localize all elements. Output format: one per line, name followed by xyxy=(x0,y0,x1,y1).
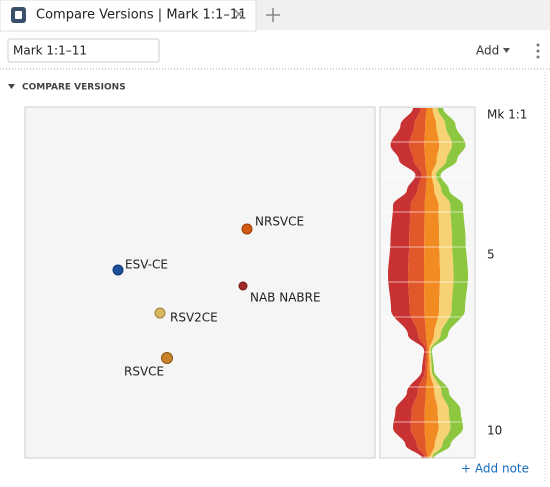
reference-marker: 5 xyxy=(487,248,495,262)
stream-band xyxy=(429,108,454,458)
reference-marker: Mk 1:1 xyxy=(487,108,527,122)
stream-band xyxy=(388,108,426,458)
add-note-link[interactable]: + Add note xyxy=(461,462,529,476)
collapse-arrow[interactable] xyxy=(8,84,15,89)
version-label: ESV-CE xyxy=(125,258,168,272)
section-title: COMPARE VERSIONS xyxy=(22,83,126,93)
tab[interactable] xyxy=(0,0,257,32)
version-point[interactable] xyxy=(112,264,124,276)
version-label: NAB NABRE xyxy=(250,291,321,305)
version-label: RSV2CE xyxy=(170,311,218,325)
version-point[interactable] xyxy=(161,352,173,364)
reference-marker: 10 xyxy=(487,424,502,438)
stream-band xyxy=(430,108,468,458)
version-label: NRSVCE xyxy=(255,215,304,229)
similarity-plot xyxy=(24,106,376,459)
new-tab[interactable] xyxy=(266,8,280,22)
add-dropdown-arrow[interactable] xyxy=(503,48,510,53)
version-point[interactable] xyxy=(238,281,248,291)
stream-graph xyxy=(381,108,474,458)
version-point[interactable] xyxy=(154,307,166,319)
reference-input[interactable] xyxy=(7,38,160,63)
version-point[interactable] xyxy=(241,223,253,235)
stream-band xyxy=(424,108,440,458)
tab-close[interactable] xyxy=(234,9,244,19)
tab-icon-inner xyxy=(15,11,22,19)
reference-text: Mark 1:1–11 xyxy=(13,44,87,58)
tab-title: Compare Versions | Mark 1:1–11 xyxy=(36,8,246,23)
more-menu[interactable] xyxy=(536,43,540,59)
version-label: RSVCE xyxy=(124,365,164,379)
stream-band xyxy=(408,108,428,458)
add-button[interactable]: Add xyxy=(476,44,499,58)
